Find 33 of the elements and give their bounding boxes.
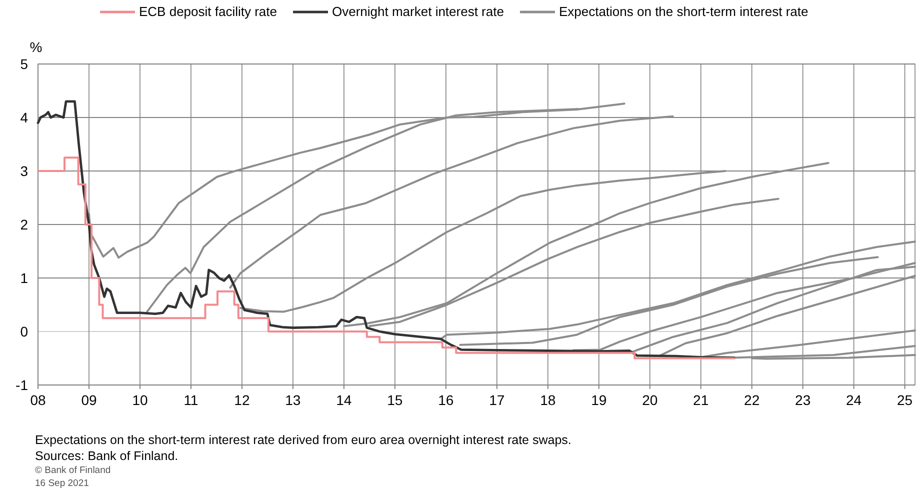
x-tick-label: 10	[132, 392, 148, 408]
legend-label: Overnight market interest rate	[332, 4, 504, 19]
x-tick-label: 23	[795, 392, 811, 408]
source-note: Sources: Bank of Finland.	[35, 449, 178, 463]
text: 16 Sep 2021	[35, 478, 89, 489]
x-tick-label: 24	[846, 392, 862, 408]
x-tick-label: 15	[387, 392, 403, 408]
y-tick-label: -1	[16, 377, 28, 393]
x-tick-label: 11	[184, 392, 198, 408]
x-tick-label: 21	[693, 392, 709, 408]
x-tick-label: 12	[234, 392, 250, 408]
y-tick-label: 0	[20, 324, 28, 340]
text: © Bank of Finland	[35, 465, 111, 476]
x-tick-label: 17	[489, 392, 505, 408]
x-tick-label: 09	[81, 392, 97, 408]
x-tick-label: 19	[591, 392, 607, 408]
y-tick-label: 5	[20, 56, 28, 72]
x-tick-label: 22	[744, 392, 760, 408]
x-tick-label: 20	[642, 392, 658, 408]
y-tick-label: 3	[20, 163, 28, 179]
y-axis-title: %	[30, 39, 42, 55]
x-tick-label: 13	[285, 392, 301, 408]
y-tick-label: 1	[20, 270, 28, 286]
legend-label: ECB deposit facility rate	[139, 4, 278, 19]
legend-label: Expectations on the short-term interest rate	[558, 4, 808, 19]
x-tick-label: 25	[897, 392, 913, 408]
y-tick-label: 2	[20, 216, 28, 232]
text: Expectations on the short-term interest rate derived from euro area overnight interest rate swaps.	[35, 433, 572, 447]
y-tick-label: 4	[20, 110, 28, 126]
x-tick-label: 08	[30, 392, 46, 408]
x-tick-label: 14	[336, 392, 352, 408]
x-tick-label: 16	[438, 392, 454, 408]
x-tick-label: 18	[540, 392, 556, 408]
